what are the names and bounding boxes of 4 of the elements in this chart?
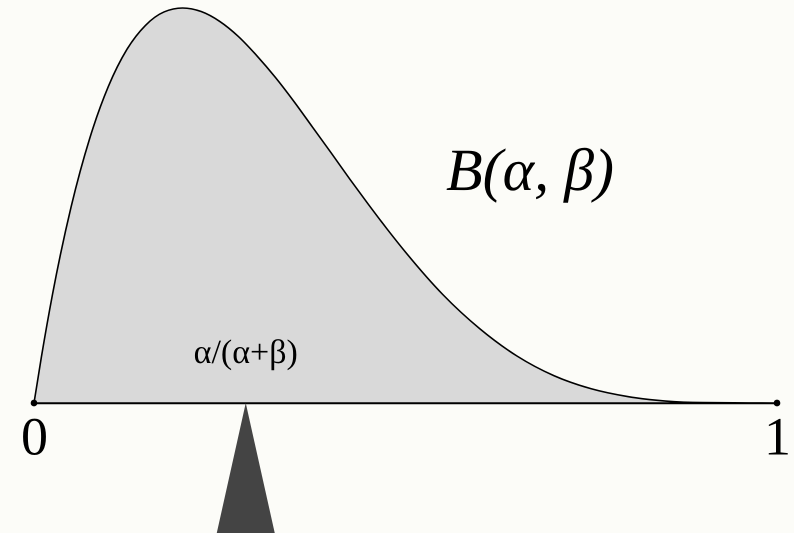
x-tick-label: 0 <box>21 406 48 466</box>
annotation: α/(α+β) <box>194 334 298 371</box>
annotation: B(α, β) <box>446 137 614 203</box>
x-tick-label: 1 <box>764 406 791 466</box>
